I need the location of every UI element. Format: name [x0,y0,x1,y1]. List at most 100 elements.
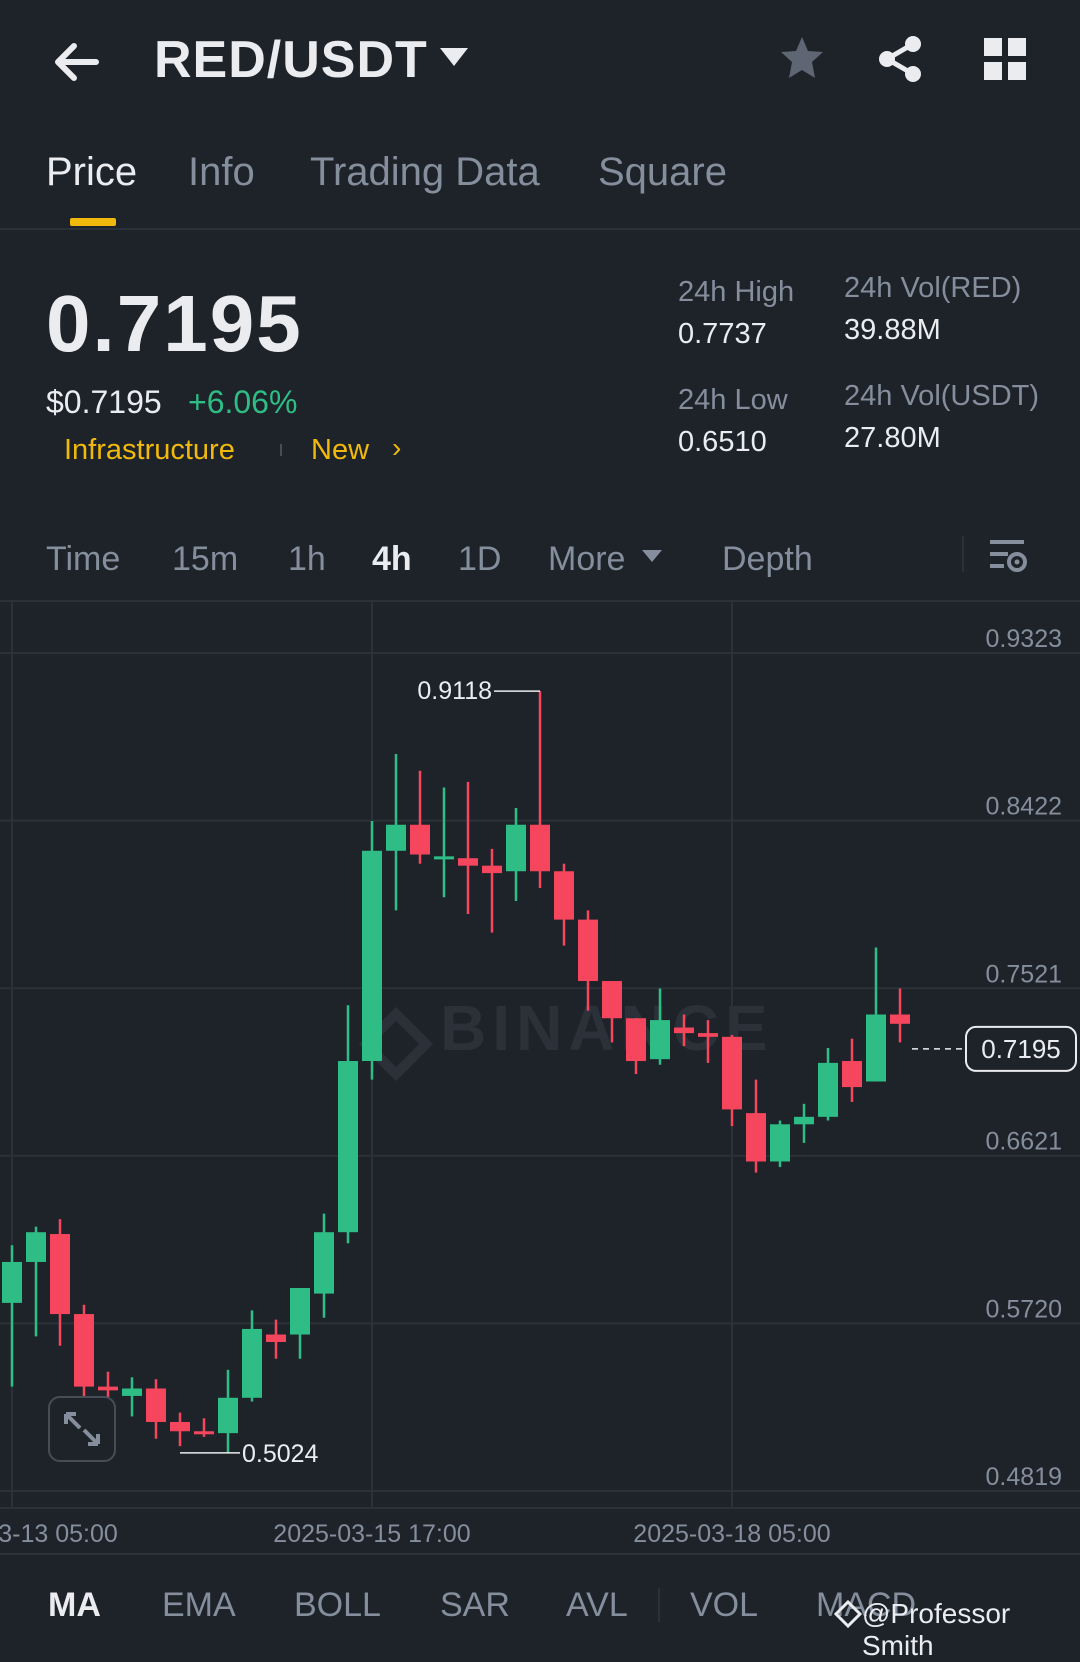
grid-icon[interactable] [984,38,1026,80]
candle-body [650,1020,670,1060]
stat-24h-vol-base-label: 24h Vol(RED) [844,272,1022,304]
candle-body [410,824,430,855]
tab-info[interactable]: Info [188,150,255,194]
candle-body [242,1328,262,1398]
candles [2,691,910,1453]
candle-body [746,1113,766,1162]
stat-24h-vol-quote-value: 27.80M [844,422,941,454]
candle-body [866,1014,886,1082]
candle-body [218,1397,238,1434]
stat-24h-vol-base-value: 39.88M [844,314,941,346]
stat-24h-high-label: 24h High [678,276,795,308]
indicator-ema[interactable]: EMA [162,1586,236,1624]
fullscreen-button[interactable] [48,1396,116,1462]
candle-body [770,1124,790,1162]
candle-body [434,856,454,860]
current-price-label: 0.7195 [981,1034,1061,1064]
active-tab-indicator [70,218,116,226]
expand-icon [64,1412,100,1446]
indicator-divider [0,1553,1080,1555]
tab-square[interactable]: Square [598,150,727,194]
x-tick-label: 2025-03-18 05:00 [633,1520,830,1548]
indicator-ma[interactable]: MA [48,1586,101,1624]
pair-title[interactable]: RED/USDT [154,31,428,89]
tab-trading-data[interactable]: Trading Data [310,150,540,194]
candle-body [698,1033,718,1037]
caret-down-icon[interactable] [642,550,662,562]
timeframe-more[interactable]: More [548,540,626,578]
candle-body [818,1062,838,1117]
candlestick-chart[interactable]: BINANCE 0.93230.84220.75210.66210.57200.… [0,602,1080,1550]
indicator-macd[interactable]: MACD [816,1586,917,1624]
candle-body [722,1036,742,1110]
tab-price[interactable]: Price [46,150,138,194]
indicator-boll[interactable]: BOLL [294,1586,381,1624]
candle-body [74,1314,94,1387]
candle-body [50,1234,70,1315]
candle-body [338,1061,358,1233]
x-tick-label: 3-13 05:00 [0,1520,118,1548]
candle-body [458,858,478,866]
candle-body [626,1018,646,1062]
candle-body [530,824,550,872]
new-tag[interactable]: New [311,434,370,466]
candle-body [482,865,502,874]
candle-body [146,1388,166,1422]
timeframe-4h[interactable]: 4h [372,540,412,578]
timeframe-depth[interactable]: Depth [722,540,813,578]
category-tag[interactable]: Infrastructure [64,434,235,466]
timeframe-separator [962,536,964,572]
candle-body [290,1288,310,1335]
candle-body [506,824,526,872]
usd-price: $0.7195 [46,384,162,420]
candle-body [314,1232,334,1294]
stat-24h-high-value: 0.7737 [678,318,767,350]
candle-body [386,824,406,851]
back-arrow-icon[interactable] [48,34,104,90]
candle-body [266,1334,286,1342]
candle-body [194,1431,214,1435]
candle-body [602,981,622,1019]
timeframe-1h[interactable]: 1h [288,540,326,578]
y-tick-label: 0.9323 [986,625,1062,653]
y-tick-label: 0.8422 [986,793,1062,821]
stat-24h-low-label: 24h Low [678,384,788,416]
candle-body [362,850,382,1062]
candle-body [26,1232,46,1262]
candle-body [578,919,598,982]
chart-annotations: 0.9118 0.5024 0.7195 [180,677,1077,1468]
candle-body [674,1027,694,1034]
y-tick-label: 0.6621 [986,1128,1062,1156]
candle-body [98,1386,118,1391]
chart-settings-icon[interactable] [988,536,1028,576]
last-price: 0.7195 [46,279,303,368]
candle-body [794,1116,814,1125]
indicator-vol[interactable]: VOL [690,1586,759,1624]
indicator-avl[interactable]: AVL [566,1586,628,1624]
share-icon[interactable] [875,34,925,84]
candle-body [122,1388,142,1396]
indicator-separator [658,1588,660,1622]
candle-body [890,1014,910,1024]
timeframe-1d[interactable]: 1D [458,540,502,578]
price-change-percent: +6.06% [188,384,298,420]
candle-body [2,1261,22,1303]
tag-separator [280,444,282,456]
stat-24h-vol-quote-label: 24h Vol(USDT) [844,380,1040,412]
timeframe-divider [0,600,1080,602]
candle-body [554,871,574,920]
chevron-right-icon[interactable]: › [392,432,402,463]
timeframe-15m[interactable]: 15m [172,540,239,578]
candle-body [170,1421,190,1432]
star-icon[interactable] [778,34,826,82]
high-marker-label: 0.9118 [417,677,492,705]
tabs-divider [0,228,1080,230]
stat-24h-low-value: 0.6510 [678,426,767,458]
timeframe-time[interactable]: Time [46,540,121,578]
indicator-sar[interactable]: SAR [440,1586,510,1624]
author-watermark: @Professor Smith [862,1598,1011,1661]
caret-down-icon[interactable] [440,48,468,66]
current-price-box [965,1025,1077,1072]
price-axis: 0.9323 0.8422 0.7521 0.6621 0.5720 0.4819 3-13… [0,625,1062,1548]
candle-body [842,1061,862,1088]
